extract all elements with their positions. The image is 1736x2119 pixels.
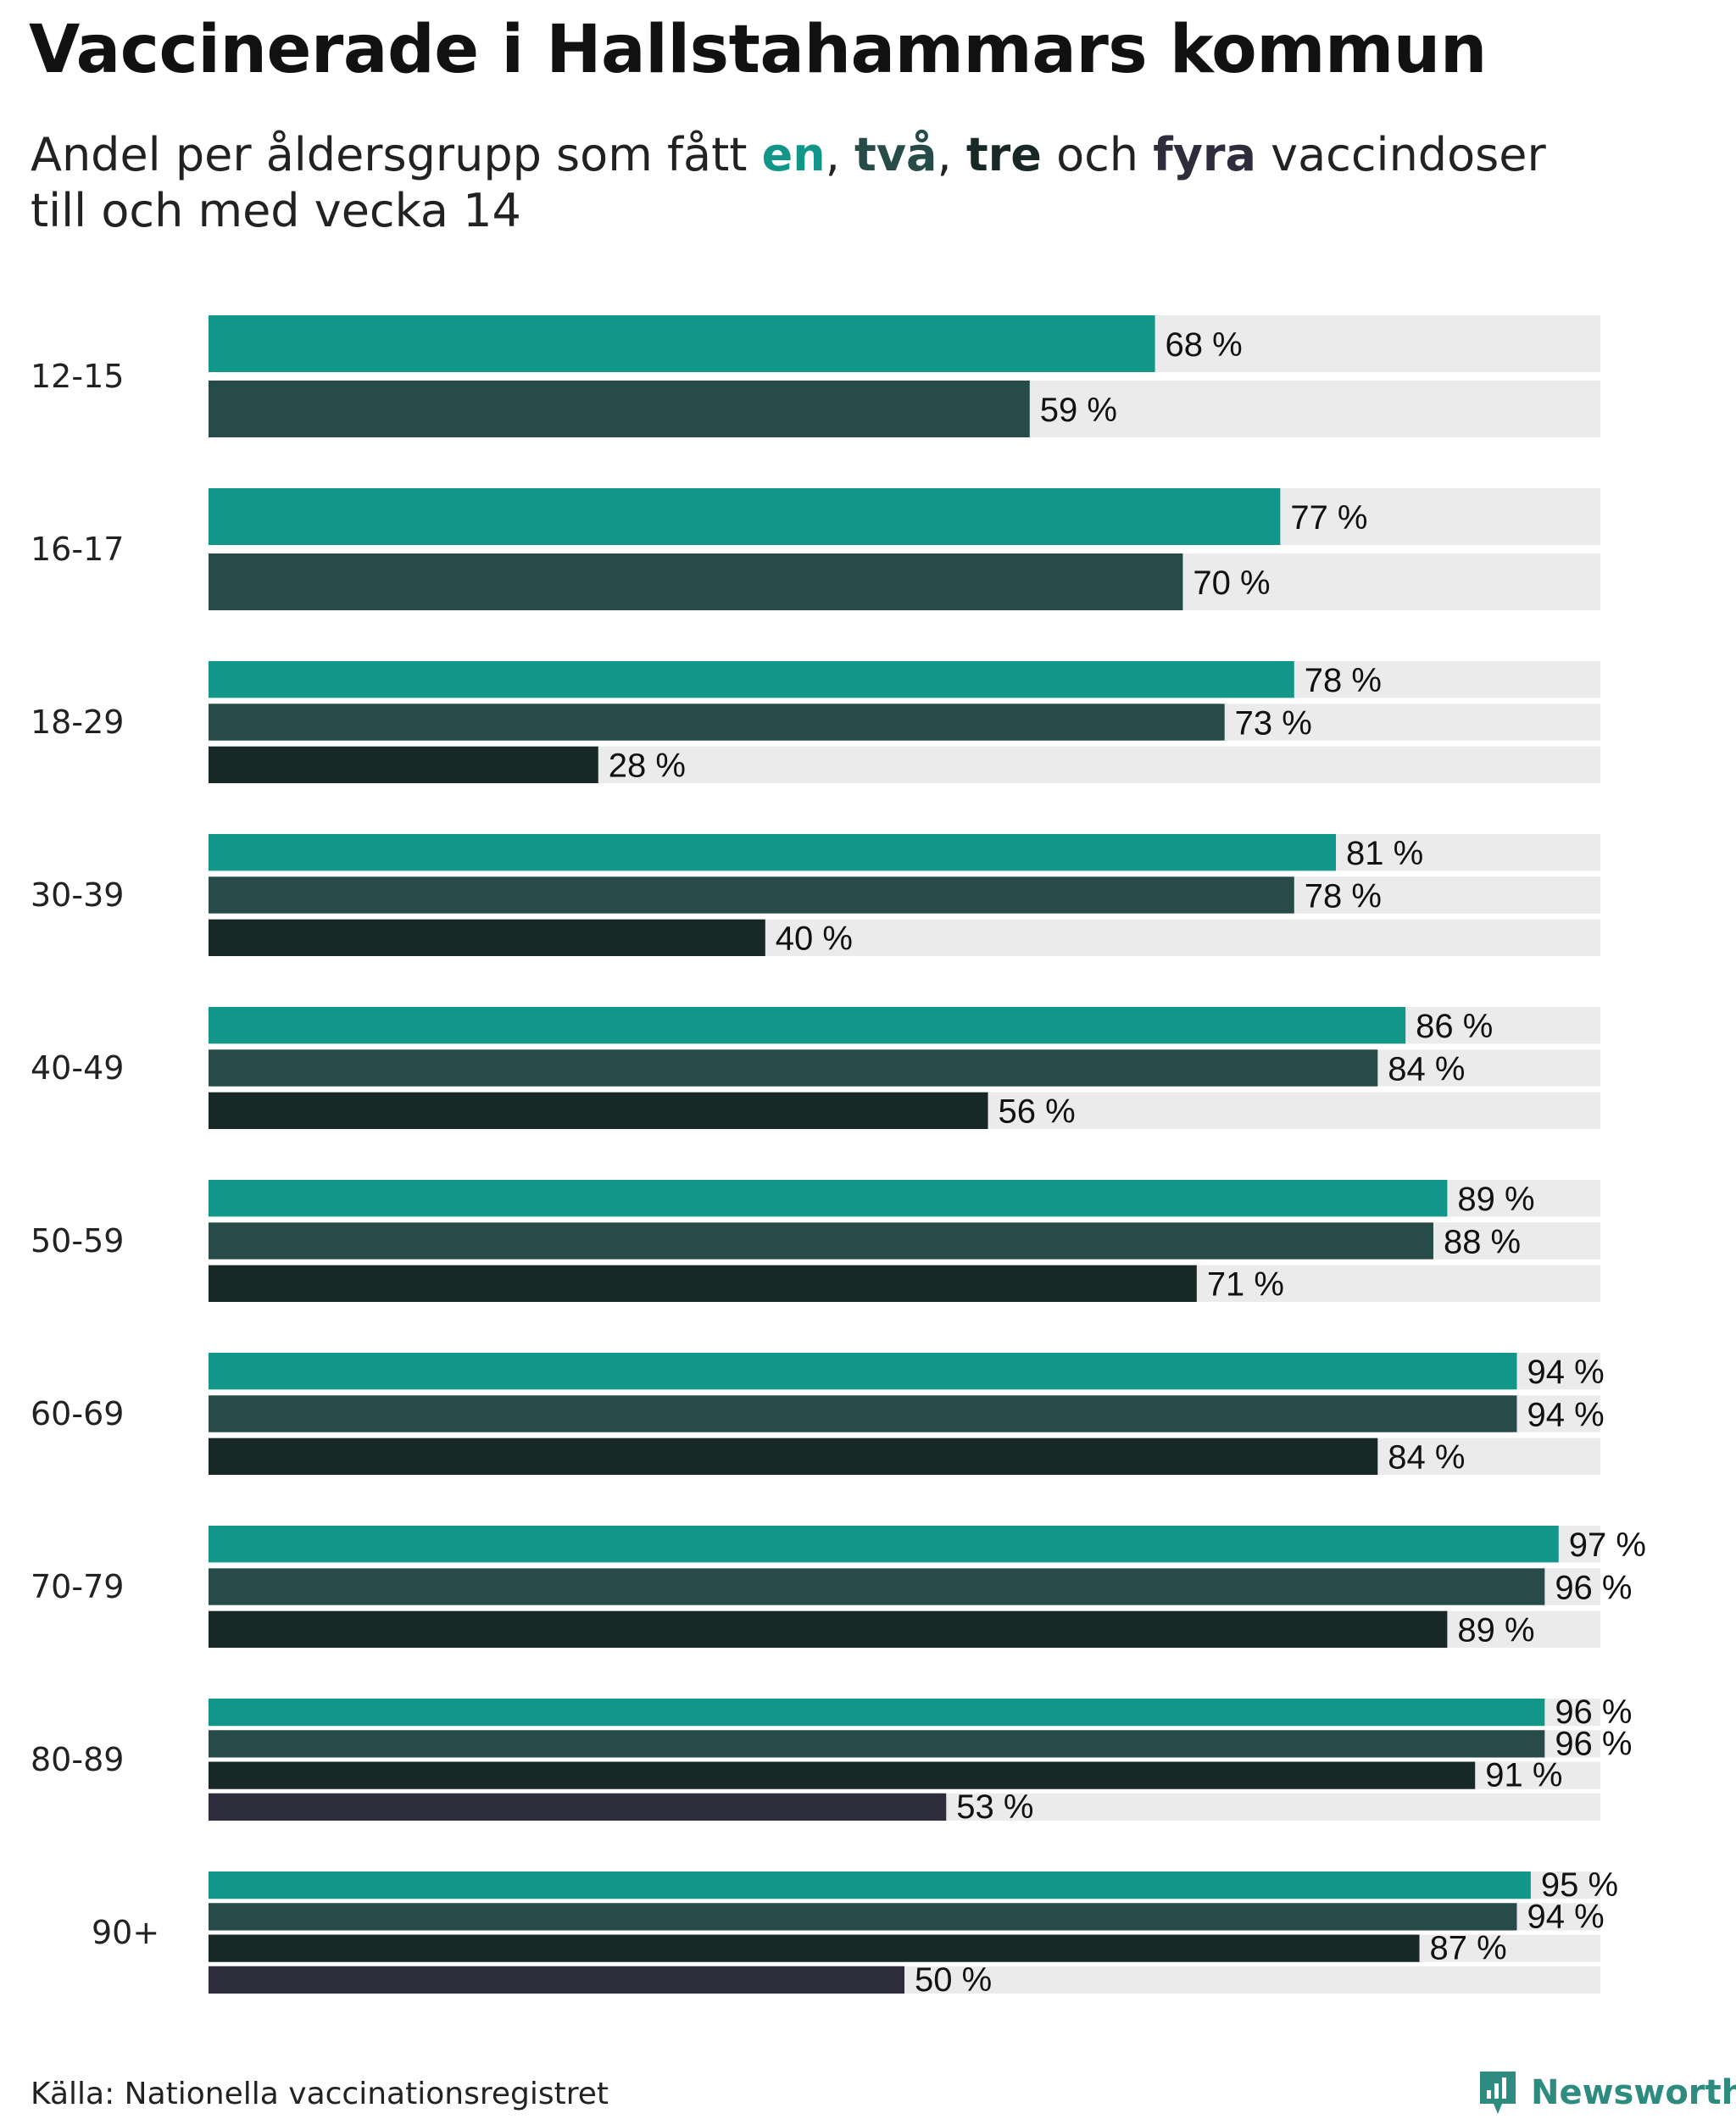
value-label: 70 % bbox=[1193, 565, 1270, 602]
source-note: Källa: Nationella vaccinationsregistret bbox=[31, 2077, 609, 2111]
bar-tre bbox=[209, 1761, 1476, 1789]
bar-två bbox=[209, 381, 1030, 437]
value-label: 94 % bbox=[1527, 1396, 1604, 1433]
bar-en bbox=[209, 1353, 1517, 1390]
value-label: 91 % bbox=[1485, 1757, 1562, 1794]
bar-en bbox=[209, 834, 1337, 871]
value-label: 94 % bbox=[1527, 1354, 1604, 1391]
category-label: 80-89 bbox=[31, 1741, 124, 1778]
bar-tre bbox=[209, 1934, 1420, 1962]
bar-två bbox=[209, 704, 1225, 741]
subtitle-dose-four: fyra bbox=[1153, 128, 1256, 181]
value-label: 71 % bbox=[1207, 1266, 1284, 1304]
subtitle-dose-two: två bbox=[854, 128, 938, 181]
bar-tre bbox=[209, 919, 765, 956]
bar-en bbox=[209, 1872, 1531, 1899]
category-label: 30-39 bbox=[31, 876, 124, 914]
bar-en bbox=[209, 661, 1294, 698]
subtitle-separator: och bbox=[1041, 128, 1154, 181]
category-label: 16-17 bbox=[31, 531, 124, 568]
value-label: 96 % bbox=[1555, 1569, 1632, 1606]
brand-logo: Newsworthy bbox=[1477, 2068, 1736, 2117]
bar-två bbox=[209, 1395, 1517, 1432]
value-label: 96 % bbox=[1555, 1725, 1632, 1762]
value-label: 56 % bbox=[999, 1093, 1076, 1131]
value-label: 87 % bbox=[1430, 1930, 1507, 1967]
value-label: 78 % bbox=[1305, 662, 1382, 699]
value-label: 97 % bbox=[1569, 1527, 1646, 1564]
bar-två bbox=[209, 1568, 1545, 1605]
bar-två bbox=[209, 1903, 1517, 1931]
subtitle-dose-one: en bbox=[761, 128, 826, 181]
bar-tre bbox=[209, 746, 598, 783]
bar-en bbox=[209, 1526, 1559, 1563]
category-label: 60-69 bbox=[31, 1395, 124, 1432]
value-label: 86 % bbox=[1416, 1008, 1493, 1045]
subtitle-separator: , bbox=[825, 128, 855, 181]
category-label: 50-59 bbox=[31, 1222, 124, 1260]
bar-fyra bbox=[209, 1966, 904, 1994]
chart-title: Vaccinerade i Hallstahammars kommun bbox=[29, 12, 1487, 88]
bar-tre bbox=[209, 1610, 1448, 1648]
bar-en bbox=[209, 1007, 1406, 1044]
subtitle-suffix: vaccindoser bbox=[1255, 128, 1546, 181]
bar-en bbox=[209, 1180, 1448, 1217]
value-label: 78 % bbox=[1305, 877, 1382, 915]
category-label: 70-79 bbox=[31, 1568, 124, 1605]
value-label: 89 % bbox=[1457, 1612, 1534, 1649]
value-label: 84 % bbox=[1388, 1439, 1465, 1477]
bar-två bbox=[209, 1222, 1433, 1260]
bar-en bbox=[209, 488, 1281, 545]
chart-subtitle: Andel per åldersgrupp som fått en, två, … bbox=[31, 127, 1556, 239]
bar-två bbox=[209, 1049, 1378, 1087]
value-label: 95 % bbox=[1541, 1866, 1618, 1904]
value-label: 40 % bbox=[776, 920, 853, 958]
value-label: 50 % bbox=[915, 1961, 992, 1999]
value-label: 84 % bbox=[1388, 1050, 1465, 1087]
subtitle-dose-three: tre bbox=[965, 128, 1042, 181]
category-label: 18-29 bbox=[31, 704, 124, 741]
value-label: 68 % bbox=[1166, 326, 1243, 364]
brand-name: Newsworthy bbox=[1531, 2073, 1736, 2112]
bar-en bbox=[209, 1699, 1545, 1727]
value-label: 89 % bbox=[1457, 1181, 1534, 1218]
value-label: 81 % bbox=[1346, 835, 1423, 872]
value-label: 73 % bbox=[1235, 704, 1312, 742]
value-label: 59 % bbox=[1040, 392, 1117, 429]
subtitle-separator: , bbox=[937, 128, 966, 181]
value-label: 96 % bbox=[1555, 1694, 1632, 1731]
value-label: 88 % bbox=[1444, 1223, 1521, 1260]
bar-två bbox=[209, 1730, 1545, 1758]
subtitle-prefix: Andel per åldersgrupp som fått bbox=[31, 128, 762, 181]
value-label: 77 % bbox=[1290, 499, 1367, 537]
category-label: 40-49 bbox=[31, 1049, 124, 1087]
category-label: 90+ bbox=[92, 1914, 159, 1951]
bar-fyra bbox=[209, 1793, 947, 1821]
bar-en bbox=[209, 315, 1155, 372]
newsworthy-logo-icon bbox=[1480, 2072, 1516, 2114]
bar-två bbox=[209, 553, 1183, 610]
value-label: 53 % bbox=[956, 1788, 1033, 1826]
bar-två bbox=[209, 876, 1294, 914]
value-label: 94 % bbox=[1527, 1898, 1604, 1935]
category-label: 12-15 bbox=[31, 358, 124, 395]
bar-tre bbox=[209, 1092, 988, 1129]
value-label: 28 % bbox=[609, 748, 686, 785]
bar-tre bbox=[209, 1438, 1378, 1475]
bar-tre bbox=[209, 1265, 1197, 1302]
subtitle-line2: till och med vecka 14 bbox=[31, 184, 521, 237]
